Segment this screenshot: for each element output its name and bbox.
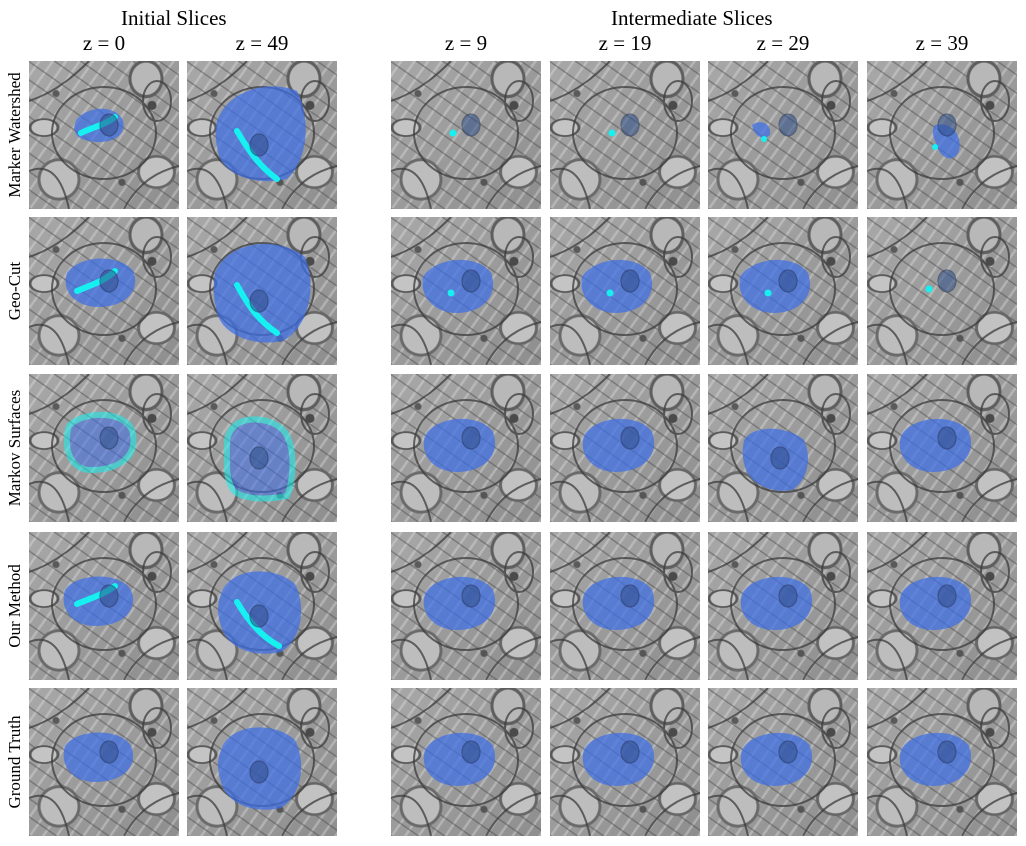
segmentation-overlay [391,532,541,680]
em-slice-our-method-z29 [708,532,858,680]
em-slice-geo-cut-z39 [867,217,1017,365]
segmentation-overlay [29,532,179,680]
em-slice-marker-watershed-z0 [29,61,179,209]
em-slice-our-method-z9 [391,532,541,680]
em-slice-ground-truth-z0 [29,688,179,836]
row-label-text: Marker Watershed [5,72,24,198]
em-slice-markov-surfaces-z9 [391,374,541,522]
em-slice-marker-watershed-z49 [187,61,337,209]
em-slice-marker-watershed-z29 [708,61,858,209]
segmentation-overlay [867,217,1017,365]
em-slice-marker-watershed-z39 [867,61,1017,209]
em-slice-markov-surfaces-z29 [708,374,858,522]
column-label-z39: z = 39 [915,31,969,55]
column-label-z29: z = 29 [756,31,810,55]
em-slice-our-method-z19 [550,532,700,680]
segmentation-overlay [708,532,858,680]
segmentation-overlay [867,688,1017,836]
segmentation-overlay [29,217,179,365]
em-slice-ground-truth-z29 [708,688,858,836]
column-label-z19: z = 19 [598,31,652,55]
segmentation-overlay [391,217,541,365]
row-label-text: Markov Surfaces [5,389,24,507]
em-slice-markov-surfaces-z0 [29,374,179,522]
segmentation-overlay [391,688,541,836]
segmentation-overlay [29,688,179,836]
segmentation-overlay [550,217,700,365]
em-slice-marker-watershed-z19 [550,61,700,209]
segmentation-overlay [187,374,337,522]
column-label-z49: z = 49 [235,31,289,55]
segmentation-overlay [867,532,1017,680]
segmentation-overlay [187,217,337,365]
em-slice-markov-surfaces-z49 [187,374,337,522]
segmentation-overlay [708,688,858,836]
em-slice-markov-surfaces-z39 [867,374,1017,522]
em-slice-ground-truth-z39 [867,688,1017,836]
segmentation-overlay [391,61,541,209]
segmentation-overlay [708,217,858,365]
segmentation-overlay [187,688,337,836]
column-label-z9: z = 9 [444,31,488,55]
em-slice-marker-watershed-z9 [391,61,541,209]
segmentation-overlay [391,374,541,522]
group-title-intermediate: Intermediate Slices [611,6,773,30]
segmentation-overlay [29,61,179,209]
segmentation-overlay [867,61,1017,209]
row-label-text: Geo-Cut [5,261,24,321]
segmentation-overlay [550,61,700,209]
segmentation-overlay [708,61,858,209]
segmentation-overlay [187,61,337,209]
column-label-z0: z = 0 [82,31,126,55]
segmentation-overlay [550,688,700,836]
segmentation-overlay [29,374,179,522]
em-slice-our-method-z39 [867,532,1017,680]
segmentation-overlay [550,532,700,680]
em-slice-geo-cut-z19 [550,217,700,365]
row-label-text: Our Method [5,564,24,648]
segmentation-overlay [867,374,1017,522]
segmentation-overlay [708,374,858,522]
segmentation-overlay [550,374,700,522]
em-slice-ground-truth-z19 [550,688,700,836]
em-slice-ground-truth-z9 [391,688,541,836]
group-title-initial: Initial Slices [121,6,227,30]
segmentation-overlay [187,532,337,680]
em-slice-geo-cut-z29 [708,217,858,365]
em-slice-markov-surfaces-z19 [550,374,700,522]
em-slice-ground-truth-z49 [187,688,337,836]
row-label-text: Ground Truth [5,715,24,809]
em-slice-our-method-z0 [29,532,179,680]
em-slice-geo-cut-z49 [187,217,337,365]
em-slice-our-method-z49 [187,532,337,680]
em-slice-geo-cut-z9 [391,217,541,365]
em-slice-geo-cut-z0 [29,217,179,365]
